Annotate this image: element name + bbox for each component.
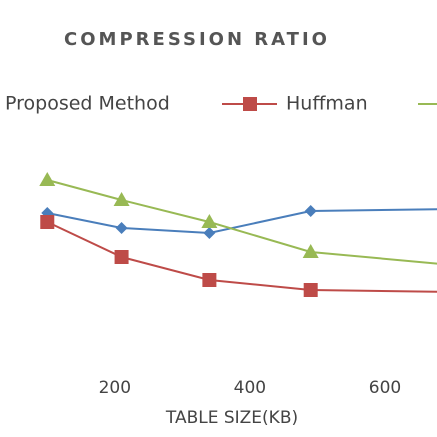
plot-area (39, 172, 437, 297)
legend-label: Proposed Method (5, 93, 170, 115)
x-tick-label: 400 (234, 378, 266, 398)
series-line (47, 179, 437, 265)
marker (114, 250, 129, 264)
x-axis-label: TABLE SIZE(KB) (165, 408, 298, 428)
x-tick-label: 600 (369, 378, 401, 398)
marker (113, 192, 130, 206)
marker (304, 205, 317, 217)
legend-label: Huffman (286, 93, 368, 115)
marker (203, 227, 216, 239)
x-tick-label: 200 (99, 378, 131, 398)
marker (40, 215, 55, 229)
marker (202, 273, 217, 287)
chart-title: COMPRESSION RATIO (64, 29, 330, 50)
marker (201, 214, 218, 228)
marker (39, 172, 56, 186)
series-line (47, 208, 437, 235)
marker (115, 222, 128, 234)
marker (302, 244, 319, 258)
marker (243, 97, 257, 111)
marker (303, 283, 318, 297)
